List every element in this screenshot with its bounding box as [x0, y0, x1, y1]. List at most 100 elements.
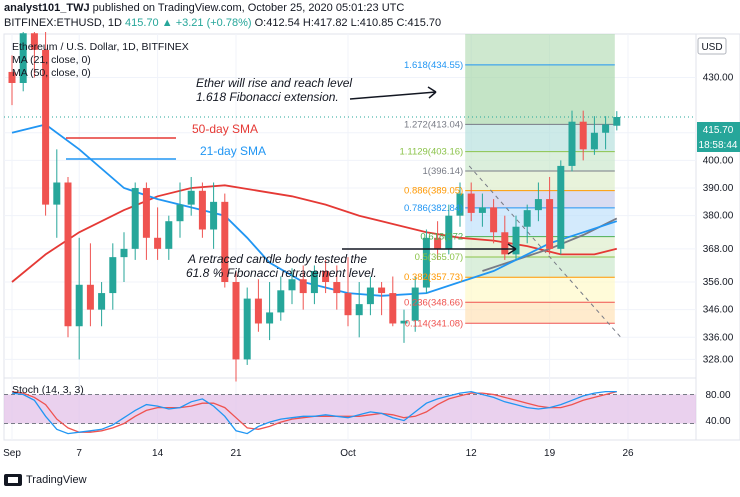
candle-body [467, 193, 475, 213]
candle-body [355, 304, 363, 316]
usd-badge[interactable] [697, 37, 727, 55]
candle-body [602, 124, 610, 133]
candle-body [478, 207, 486, 213]
fib-arrow-head [427, 86, 437, 99]
fib-band-top [465, 34, 615, 65]
fib-trend-line [468, 165, 622, 338]
tradingview-logo-icon [4, 474, 22, 486]
y-tick-label: 328.00 [703, 354, 734, 365]
candle-body [333, 282, 341, 294]
fib-level-label: 1(396.14) [423, 166, 464, 177]
countdown-value: 18:58:44 [699, 140, 738, 151]
candle-body [512, 226, 520, 255]
candle-body [42, 49, 50, 205]
ohlc-values: O:412.54 H:417.82 L:410.85 C:415.70 [254, 17, 442, 29]
symbol-label[interactable]: BITFINEX:ETHUSD, 1D [4, 17, 122, 29]
candle-body [534, 199, 542, 211]
candle-body [322, 270, 330, 283]
retrace-annotation-line1: A retraced candle body tested the [187, 252, 367, 266]
countdown-badge [697, 137, 740, 152]
legend-ma21[interactable]: MA (21, close, 0) [12, 54, 91, 66]
x-tick-label: 7 [76, 448, 82, 459]
x-tick-label: 26 [622, 448, 634, 459]
candle-body [86, 284, 94, 310]
candle-body [254, 298, 262, 324]
fib-band [465, 207, 615, 237]
publish-info: analyst101_TWJ published on TradingView.… [4, 1, 404, 16]
candle-body [19, 33, 27, 83]
fib-level-label: 0.382(357.73) [404, 272, 463, 283]
sma50-annotation: 50-day SMA [192, 122, 258, 136]
chart-header: analyst101_TWJ published on TradingView.… [0, 0, 740, 32]
last-price-badge [697, 122, 740, 137]
fib-band [465, 256, 615, 278]
fib-level-label: 0.114(341.08) [405, 318, 463, 329]
price-chart[interactable]: 1.618(434.55) 1.272(413.04) 1.1129(403.16)… [0, 32, 740, 472]
fibonacci-labels: 1.618(434.55) 1.272(413.04) 1.1129(403.16)… [399, 60, 463, 329]
candle-body [434, 237, 442, 249]
symbol-info: BITFINEX:ETHUSD, 1D 415.70 ▲ +3.21 (+0.7… [4, 16, 441, 31]
candle-body [30, 33, 38, 50]
usd-label: USD [701, 42, 722, 53]
fib-band [465, 151, 615, 172]
y-tick-label: 336.00 [703, 332, 734, 343]
fib-level-label: 0.236(348.66) [404, 297, 463, 308]
stoch-band [4, 394, 696, 424]
candle-body [8, 71, 16, 83]
candle-body [198, 190, 206, 230]
x-tick-label: Oct [340, 448, 356, 459]
candle-body [53, 182, 61, 205]
candle-body [523, 210, 531, 227]
candle-body [546, 199, 554, 249]
candle-body [232, 282, 240, 360]
price-axis-bg [695, 33, 740, 441]
candle-body [288, 279, 296, 291]
candle-body [422, 237, 430, 288]
footer: TradingView [4, 474, 87, 486]
fib-level-label: 1.1129(403.16) [399, 147, 463, 158]
candle-body [378, 287, 386, 294]
candle-body [590, 132, 598, 150]
candle-body [310, 270, 318, 294]
candle-body [613, 116, 621, 126]
candle-body [366, 287, 374, 305]
candle-body [277, 290, 285, 313]
fib-level-label: 1.618(434.55) [404, 60, 463, 71]
y-tick-label: 400.00 [703, 155, 734, 166]
fib-band [465, 277, 615, 303]
price-change: ▲ +3.21 (+0.78%) [161, 17, 252, 29]
candle-body [109, 257, 117, 294]
candle-body [142, 188, 150, 238]
ma50-line [11, 184, 618, 283]
candle-body [120, 248, 128, 258]
fib-band [465, 171, 615, 191]
candle-body [131, 188, 139, 249]
y-tick-label: 380.00 [703, 211, 734, 222]
stoch-label: Stoch (14, 3, 3) [12, 384, 84, 396]
candle-body [344, 293, 352, 316]
retrace-annotation-line2: 61.8 % Fibonacci retracement level. [186, 266, 377, 280]
fib-level-label: 0.886(389.05) [404, 186, 463, 197]
candle-body [64, 182, 72, 327]
candle-body [557, 165, 565, 249]
candle-body [154, 237, 162, 249]
candle-body [98, 293, 106, 310]
candle-body [210, 201, 218, 230]
candle-body [445, 215, 453, 249]
ma50-path [11, 184, 618, 283]
sma21-annotation: 21-day SMA [200, 144, 266, 158]
x-tick-label: 12 [466, 448, 478, 459]
legend-ma50[interactable]: MA (50, close, 0) [12, 67, 91, 79]
candle-body [165, 221, 173, 249]
candle-body [266, 312, 274, 324]
chart-title: Ethereum / U.S. Dollar, 1D, BITFINEX [12, 41, 189, 53]
fib-level-label: 0.5(365.07) [415, 252, 464, 263]
author-name[interactable]: analyst101_TWJ [4, 2, 90, 14]
candle-body [579, 121, 587, 150]
fib-level-label: 0.618(372 [420, 232, 463, 243]
publish-details: published on TradingView.com, October 25… [89, 2, 405, 14]
candle-body [568, 121, 576, 166]
candle-body [456, 193, 464, 216]
x-tick-label: Sep [3, 448, 21, 459]
brand-name[interactable]: TradingView [26, 474, 87, 486]
